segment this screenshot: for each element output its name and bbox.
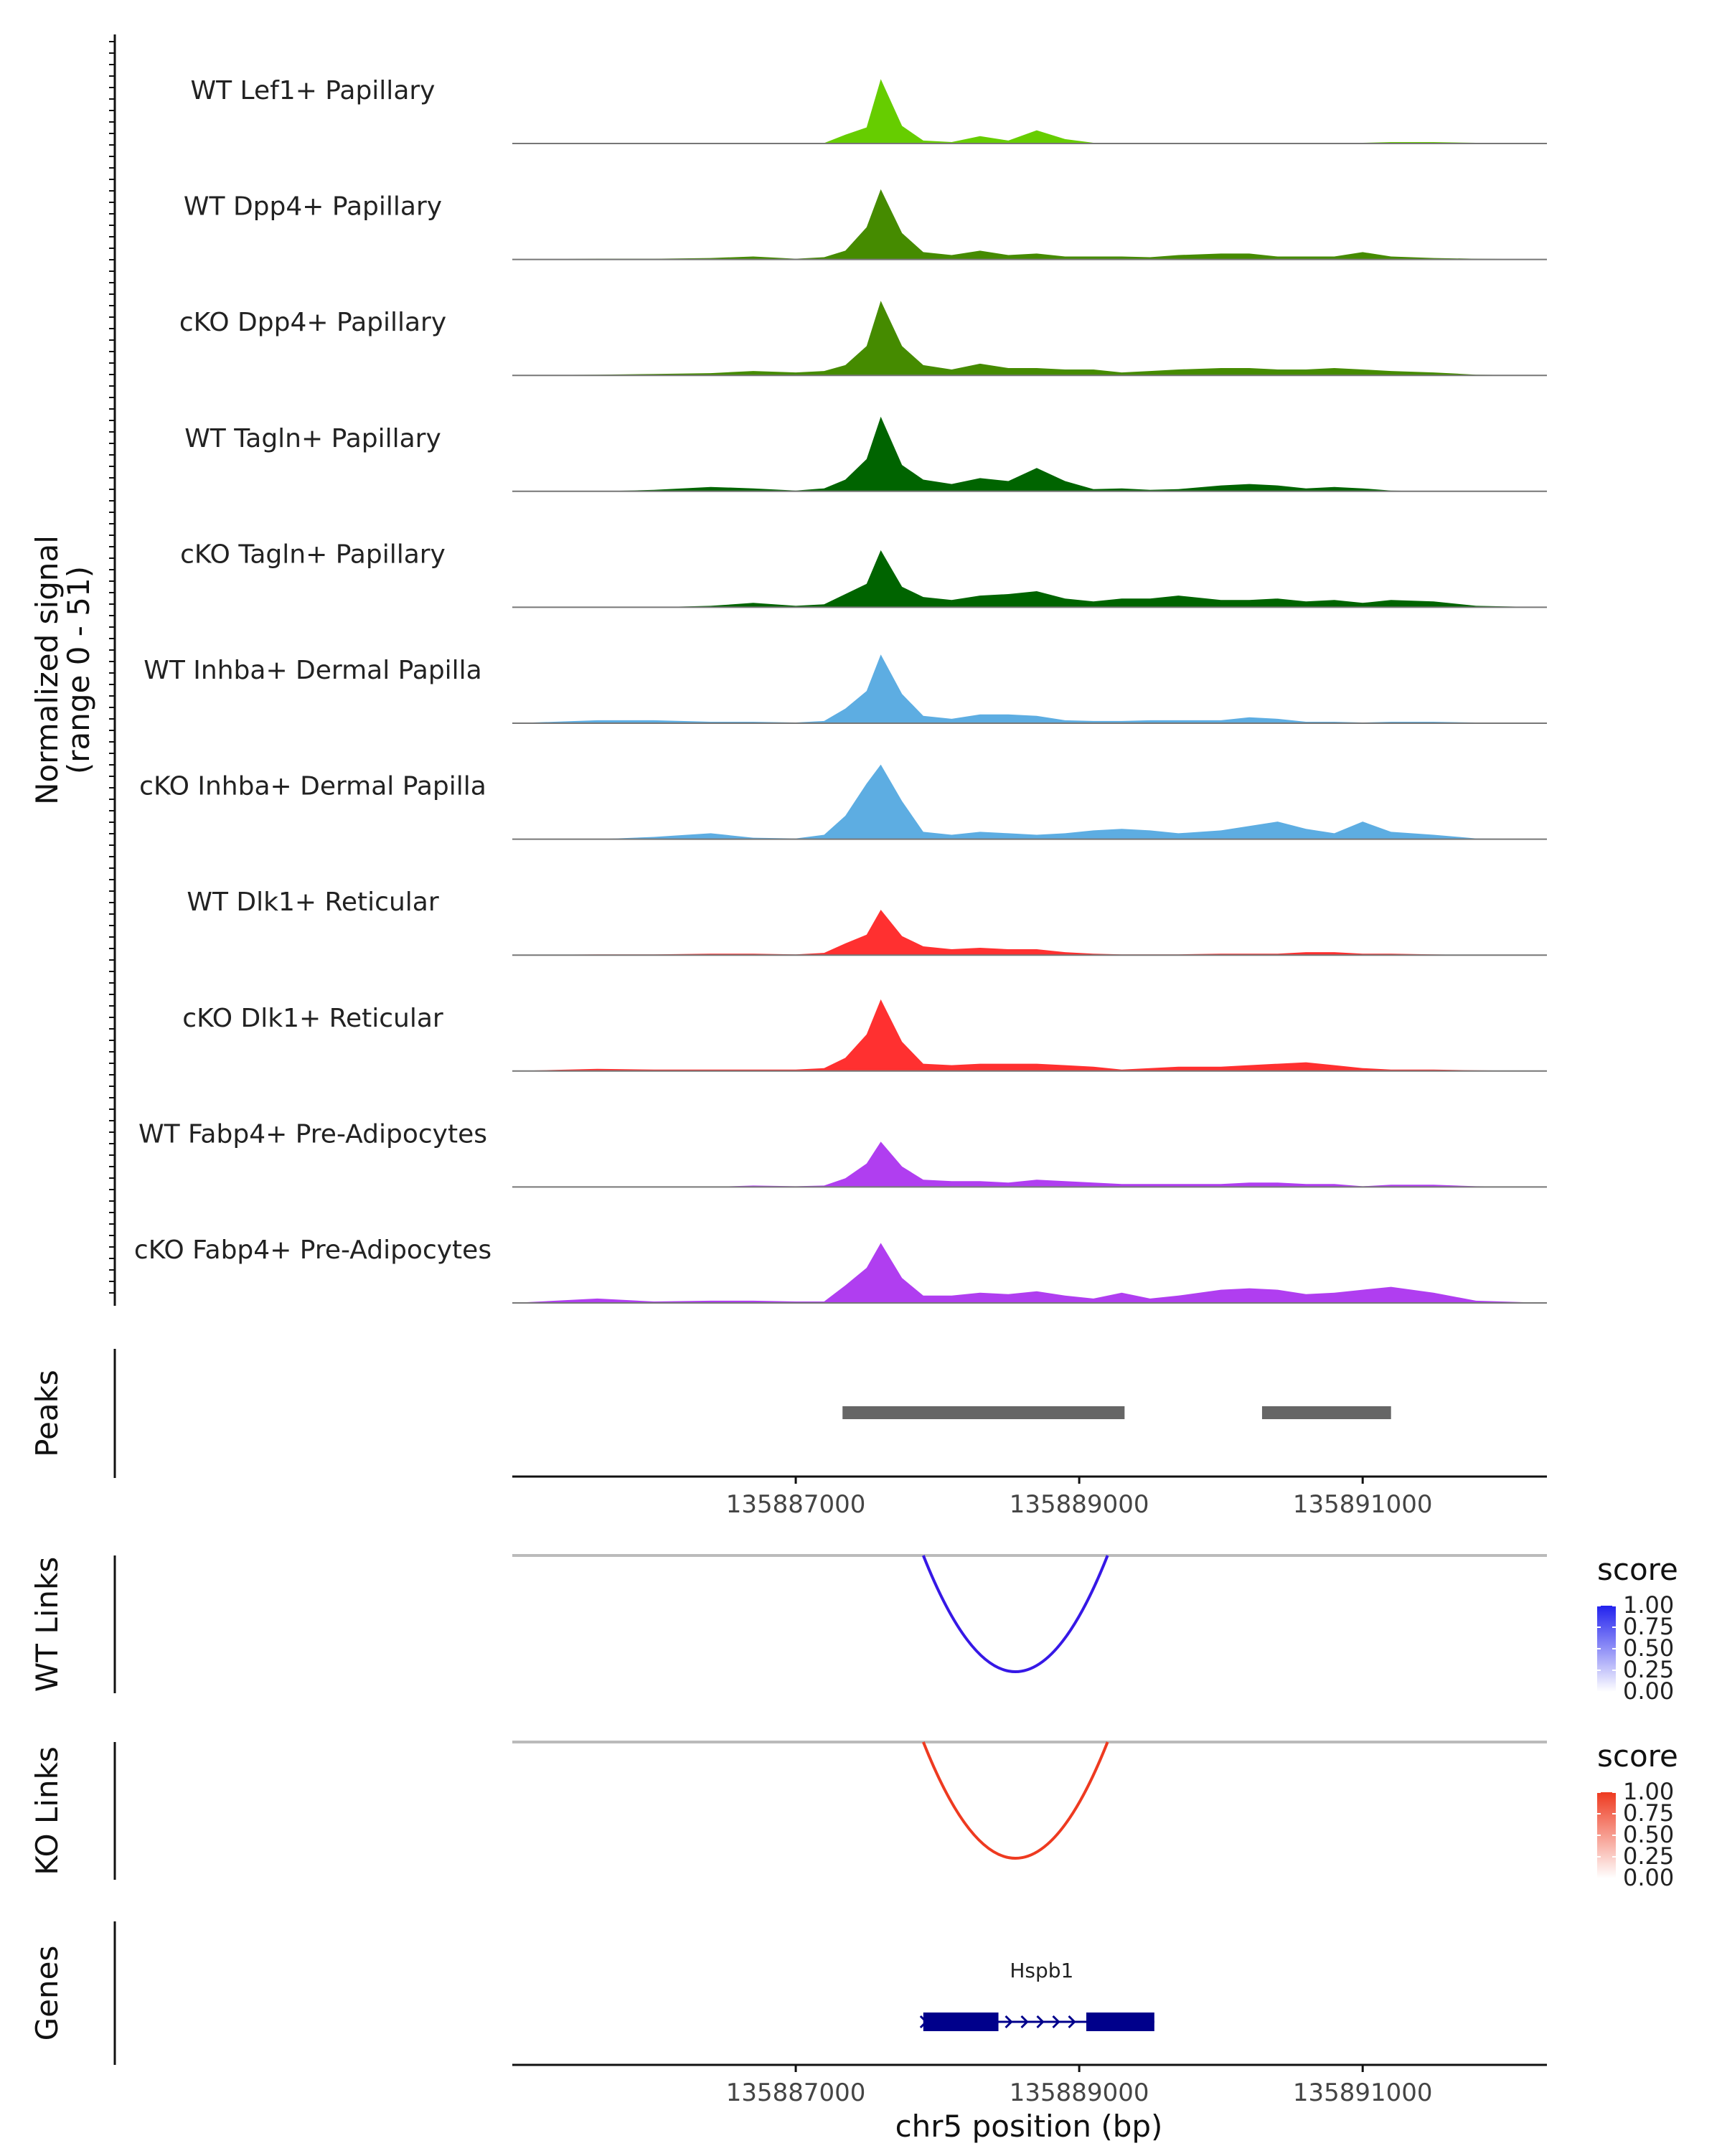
legend-tick-label: 0.50 xyxy=(1623,1821,1674,1848)
coverage-track: WT Dlk1+ Reticular xyxy=(187,888,1547,956)
strand-arrow xyxy=(1020,2015,1029,2029)
coverage-track: cKO Dlk1+ Reticular xyxy=(182,999,1547,1072)
gene-exon xyxy=(1086,2013,1154,2031)
coverage-area xyxy=(512,301,1547,376)
peak-bar xyxy=(1261,1406,1391,1419)
coverage-track-label: WT Inhba+ Dermal Papilla xyxy=(144,656,481,685)
legend-title: score xyxy=(1597,1738,1678,1774)
genome-axis-tick-label: 135887000 xyxy=(726,2079,866,2107)
coverage-track-label: cKO Tagln+ Papillary xyxy=(180,540,446,569)
links-track-label: WT Links xyxy=(29,1557,65,1692)
coverage-track-label: WT Lef1+ Papillary xyxy=(191,76,436,105)
genes-track-label: Genes xyxy=(29,1946,65,2041)
coverage-area xyxy=(512,189,1547,260)
coverage-y-axis-range: (range 0 - 51) xyxy=(61,566,96,774)
coverage-track-label: WT Dpp4+ Papillary xyxy=(184,192,442,222)
coverage-track-label: cKO Inhba+ Dermal Papilla xyxy=(139,772,486,801)
strand-arrow xyxy=(1036,2015,1045,2029)
gene-exon xyxy=(923,2013,999,2031)
legend-tick-label: 0.00 xyxy=(1623,1864,1674,1891)
coverage-track: WT Tagln+ Papillary xyxy=(184,416,1547,492)
links-track-label: KO Links xyxy=(29,1746,65,1875)
genome-axis-top: 135887000 135889000 135891000 xyxy=(512,1475,1547,1519)
coverage-track: cKO Tagln+ Papillary xyxy=(180,540,1547,608)
legend-tick-label: 1.00 xyxy=(1623,1591,1674,1619)
coverage-track-label: cKO Fabp4+ Pre-Adipocytes xyxy=(134,1235,491,1265)
genes-track: Hspb1 xyxy=(919,1959,1154,2031)
genome-axis-tick-label: 135889000 xyxy=(1010,1490,1149,1519)
coverage-track-label: cKO Dpp4+ Papillary xyxy=(179,308,446,337)
legend-tick-label: 0.75 xyxy=(1623,1613,1674,1640)
strand-arrow xyxy=(1052,2015,1060,2029)
legend-title: score xyxy=(1597,1552,1678,1587)
peaks-track xyxy=(842,1406,1391,1419)
legend-tick-label: 0.75 xyxy=(1623,1799,1674,1827)
links-track: KO Links score 1.000.750.500.250.00 xyxy=(29,1738,1678,1891)
coverage-track: cKO Fabp4+ Pre-Adipocytes xyxy=(134,1235,1547,1304)
strand-arrow xyxy=(1004,2015,1013,2029)
coverage-track-label: WT Fabp4+ Pre-Adipocytes xyxy=(138,1119,487,1149)
coverage-y-axis xyxy=(109,34,116,1306)
coverage-area xyxy=(512,910,1547,956)
legend-tick-label: 0.00 xyxy=(1623,1677,1674,1705)
genome-axis-tick-label: 135891000 xyxy=(1293,2079,1433,2107)
coverage-track-label: cKO Dlk1+ Reticular xyxy=(182,1004,443,1033)
link-arc xyxy=(921,1555,1109,1673)
coverage-track: WT Lef1+ Papillary xyxy=(191,76,1547,144)
coverage-area xyxy=(512,1243,1547,1303)
peak-bar xyxy=(842,1406,1125,1419)
coverage-track-label: WT Dlk1+ Reticular xyxy=(187,888,438,917)
coverage-area xyxy=(512,654,1547,723)
coverage-y-axis-title: Normalized signal xyxy=(29,535,65,805)
legend-tick-label: 0.25 xyxy=(1623,1842,1674,1870)
coverage-area xyxy=(512,79,1547,143)
coverage-y-minor-ticks xyxy=(109,41,115,1294)
legend-tick-label: 0.50 xyxy=(1623,1634,1674,1662)
coverage-track: WT Fabp4+ Pre-Adipocytes xyxy=(138,1119,1547,1188)
genome-axis-bottom: 135887000 135889000 135891000 xyxy=(512,2063,1547,2107)
genome-axis-tick-label: 135887000 xyxy=(726,1490,866,1519)
coverage-area xyxy=(512,764,1547,839)
gene-model: Hspb1 xyxy=(919,1959,1154,2031)
peaks-track-label: Peaks xyxy=(29,1370,65,1457)
coverage-track: WT Dpp4+ Papillary xyxy=(184,189,1547,260)
gene-name: Hspb1 xyxy=(1010,1959,1073,1982)
coverage-tracks: WT Lef1+ Papillary WT Dpp4+ Papillary cKO … xyxy=(134,76,1547,1304)
strand-arrow xyxy=(1068,2015,1076,2029)
coverage-track: cKO Inhba+ Dermal Papilla xyxy=(139,764,1547,840)
x-axis-title: chr5 position (bp) xyxy=(895,2109,1163,2144)
coverage-area xyxy=(512,1141,1547,1187)
links-track: WT Links score 1.000.750.500.250.00 xyxy=(29,1552,1678,1705)
coverage-area xyxy=(512,550,1547,608)
genome-axis-tick-label: 135889000 xyxy=(1010,2079,1149,2107)
coverage-area xyxy=(512,999,1547,1071)
legend-tick-label: 0.25 xyxy=(1623,1656,1674,1683)
link-arc xyxy=(921,1741,1109,1860)
legend-tick-label: 1.00 xyxy=(1623,1778,1674,1805)
coverage-track: WT Inhba+ Dermal Papilla xyxy=(144,654,1547,724)
coverage-track-label: WT Tagln+ Papillary xyxy=(184,424,441,453)
genome-axis-tick-label: 135891000 xyxy=(1293,1490,1433,1519)
coverage-track: cKO Dpp4+ Papillary xyxy=(179,301,1547,377)
coverage-area xyxy=(512,416,1547,491)
